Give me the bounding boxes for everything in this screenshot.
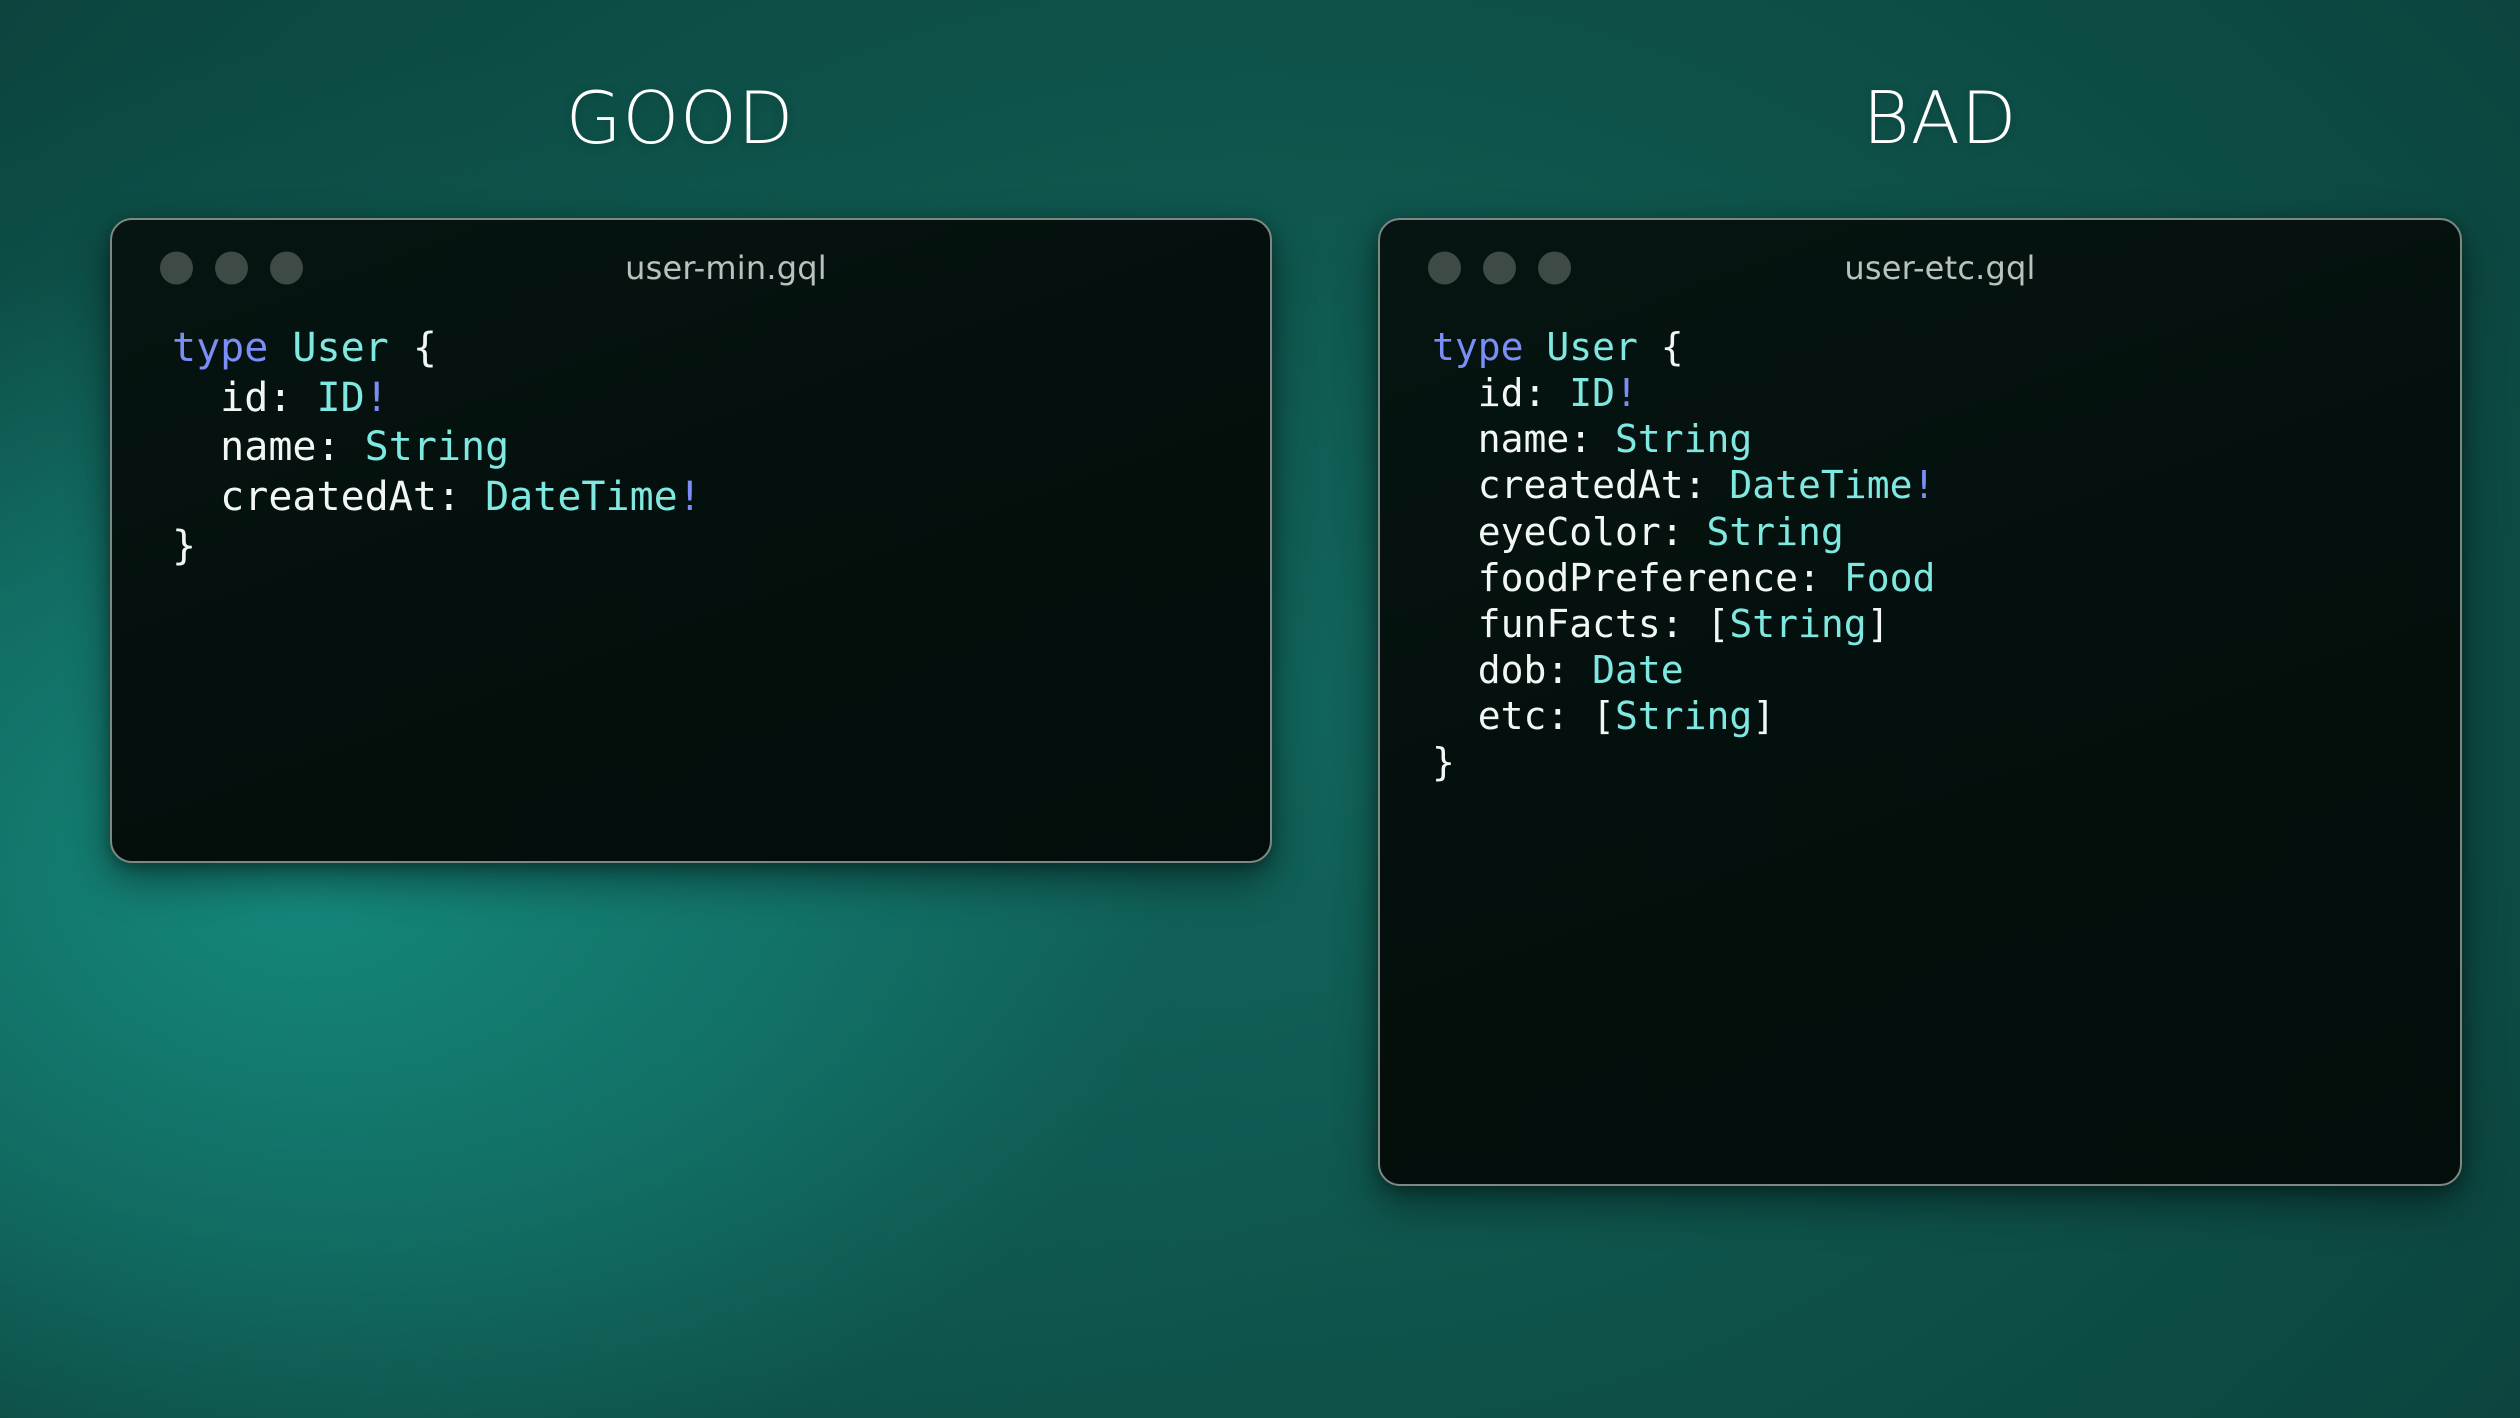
code-token-plain: foodPreference: [1432,555,1844,600]
maximize-dot-icon[interactable] [270,251,303,285]
code-token-type: String [1615,417,1753,462]
window-controls [1428,251,1571,285]
code-token-plain: { [1637,325,1684,369]
code-token-plain [268,325,292,371]
window-titlebar: user-etc.gql [1380,220,2460,316]
code-line: } [172,522,1270,572]
code-token-plain: funFacts: [ [1432,601,1730,646]
code-token-plain: name: [172,424,365,471]
code-block: type User { id: ID! name: String created… [1380,316,2460,786]
code-line: eyeColor: String [1432,509,2460,555]
code-token-plain: etc: [ [1432,694,1616,739]
code-token-plain: ] [1752,694,1776,739]
code-token-type: User [1546,325,1638,369]
code-token-type: String [1615,694,1753,739]
code-token-type: DateTime [485,473,678,520]
column-heading-bad: BAD [1862,76,2018,160]
code-line: createdAt: DateTime! [172,473,1270,523]
code-line: name: String [1432,416,2460,462]
code-line: createdAt: DateTime! [1432,462,2460,508]
code-line: } [1432,739,2460,785]
code-block: type User { id: ID! name: String created… [112,316,1270,572]
code-line: id: ID! [172,374,1270,424]
code-line: dob: Date [1432,647,2460,693]
code-token-plain: { [388,325,437,371]
maximize-dot-icon[interactable] [1538,251,1571,285]
close-dot-icon[interactable] [160,251,193,285]
code-token-plain: id: [1432,371,1570,416]
code-token-plain: } [1432,740,1455,785]
code-token-plain: eyeColor: [1432,509,1707,554]
code-token-keyword: type [172,325,269,371]
code-line: type User { [172,324,1270,374]
code-line: etc: [String] [1432,693,2460,739]
code-token-type: ID [316,374,365,421]
code-token-type: String [1729,601,1867,646]
code-token-plain: } [172,523,197,570]
code-window-good: user-min.gql type User { id: ID! name: S… [110,218,1272,863]
code-line: foodPreference: Food [1432,555,2460,601]
code-token-plain: name: [1432,417,1616,462]
code-token-type: String [1706,509,1844,554]
minimize-dot-icon[interactable] [1483,251,1516,285]
code-line: name: String [172,423,1270,473]
code-token-plain: id: [172,374,317,421]
code-token-bang: ! [364,374,389,421]
code-token-type: Food [1843,555,1936,600]
code-token-type: User [292,325,389,371]
code-line: funFacts: [String] [1432,601,2460,647]
code-token-plain [1524,325,1547,369]
code-token-bang: ! [1615,371,1638,416]
close-dot-icon[interactable] [1428,251,1461,285]
column-heading-good: GOOD [565,76,795,160]
code-token-type: ID [1569,371,1616,416]
code-token-bang: ! [677,473,702,520]
code-token-plain: createdAt: [172,473,486,520]
code-token-type: Date [1592,648,1684,693]
code-token-type: DateTime [1729,463,1913,508]
code-token-type: String [364,424,510,471]
window-controls [160,251,303,285]
code-token-keyword: type [1432,325,1524,369]
code-token-plain: dob: [1432,648,1593,693]
code-line: type User { [1432,324,2460,370]
code-token-bang: ! [1912,463,1936,508]
code-line: id: ID! [1432,370,2460,416]
window-titlebar: user-min.gql [112,220,1270,316]
minimize-dot-icon[interactable] [215,251,248,285]
window-filename: user-etc.gql [1844,249,2036,287]
code-token-plain: ] [1866,601,1890,646]
code-token-plain: createdAt: [1432,463,1730,508]
window-filename: user-min.gql [625,249,827,287]
code-window-bad: user-etc.gql type User { id: ID! name: S… [1378,218,2462,1186]
